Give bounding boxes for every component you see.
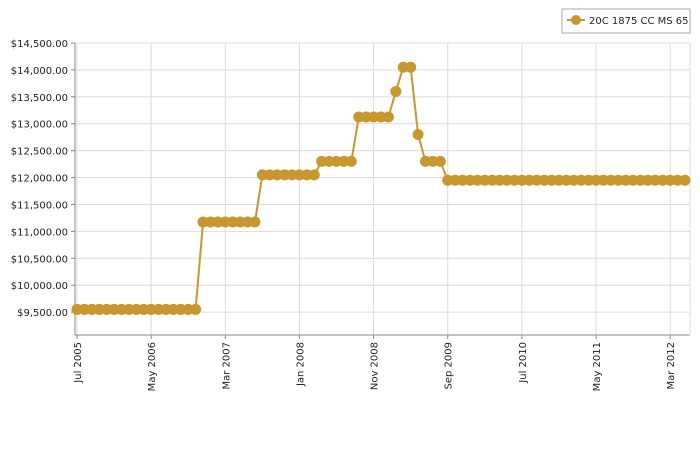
- legend-label: 20C 1875 CC MS 65: [589, 16, 689, 27]
- x-tick-label: Mar 2012: [666, 342, 677, 390]
- x-tick-label: May 2006: [147, 342, 158, 391]
- y-tick-label: $13,000.00: [11, 120, 68, 131]
- data-point: [308, 169, 320, 181]
- y-tick-label: $12,000.00: [11, 174, 68, 185]
- y-tick-label: $14,500.00: [11, 39, 68, 50]
- y-tick-label: $10,000.00: [11, 281, 68, 292]
- y-tick-label: $9,500.00: [17, 308, 68, 319]
- data-point: [679, 174, 691, 186]
- data-point: [190, 303, 202, 315]
- x-tick-label: Mar 2007: [221, 342, 232, 390]
- x-tick-label: Jan 2008: [295, 342, 306, 387]
- data-point: [390, 85, 402, 97]
- series-line: [77, 66, 685, 311]
- legend-marker: [571, 15, 581, 25]
- x-tick-label: Jul 2010: [518, 342, 529, 384]
- y-tick-label: $12,500.00: [11, 147, 68, 158]
- data-point: [412, 129, 424, 141]
- y-tick-label: $11,000.00: [11, 227, 68, 238]
- y-tick-label: $14,000.00: [11, 66, 68, 77]
- y-tick-label: $10,500.00: [11, 254, 68, 265]
- y-tick-label: $13,500.00: [11, 93, 68, 104]
- x-tick-label: Sep 2009: [444, 342, 455, 389]
- x-tick-label: May 2011: [592, 342, 603, 391]
- x-tick-label: Jul 2005: [73, 342, 84, 384]
- data-point: [249, 216, 261, 228]
- data-point: [382, 111, 394, 123]
- data-point: [345, 155, 357, 167]
- x-tick-label: Nov 2008: [370, 342, 381, 390]
- data-point: [405, 61, 417, 73]
- data-point: [434, 155, 446, 167]
- y-tick-label: $11,500.00: [11, 200, 68, 211]
- legend-box: [561, 8, 691, 34]
- legend: 20C 1875 CC MS 65: [561, 8, 691, 34]
